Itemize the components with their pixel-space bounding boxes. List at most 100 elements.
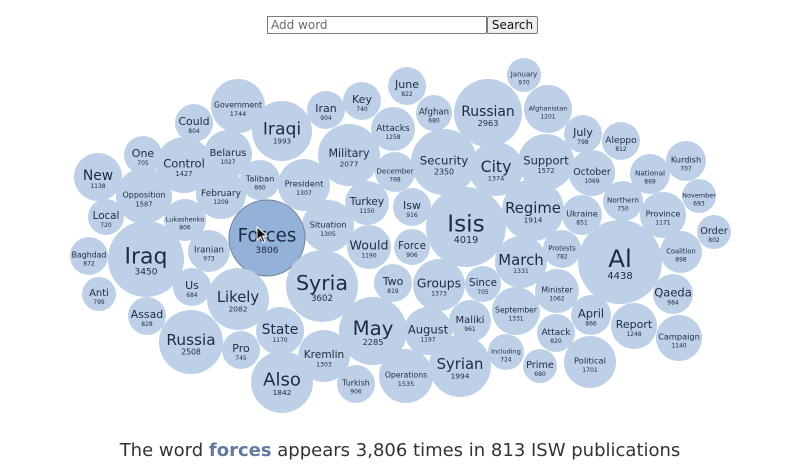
bubble-count-label: 961 — [464, 326, 476, 333]
bubble-word-label: Russia — [166, 331, 215, 349]
bubble-count-label: 1331 — [508, 316, 523, 323]
search-button[interactable]: Search — [487, 16, 538, 34]
bubble-circle — [116, 168, 172, 224]
add-word-input[interactable] — [267, 16, 487, 34]
bubble-count-label: 2350 — [434, 167, 454, 176]
bubble-count-label: 1374 — [488, 175, 505, 183]
bubble-word-label: Anti — [89, 288, 109, 299]
bubble-count-label: 740 — [356, 106, 368, 113]
bubble-circle — [495, 236, 547, 288]
bubble-circle — [394, 229, 430, 265]
bubble-count-label: 1914 — [524, 215, 543, 224]
bubble-circle — [228, 199, 306, 277]
bubble-count-label: 724 — [500, 356, 512, 363]
bubble-word-label: Could — [178, 115, 209, 128]
bubble-count-label: 693 — [693, 200, 705, 207]
bubble-word-label: Report — [616, 318, 653, 331]
bubble-count-label: 806 — [179, 224, 191, 231]
bubble-count-label: 1140 — [671, 343, 686, 350]
bubble-circle — [416, 95, 452, 131]
bubble-circle — [697, 215, 731, 249]
